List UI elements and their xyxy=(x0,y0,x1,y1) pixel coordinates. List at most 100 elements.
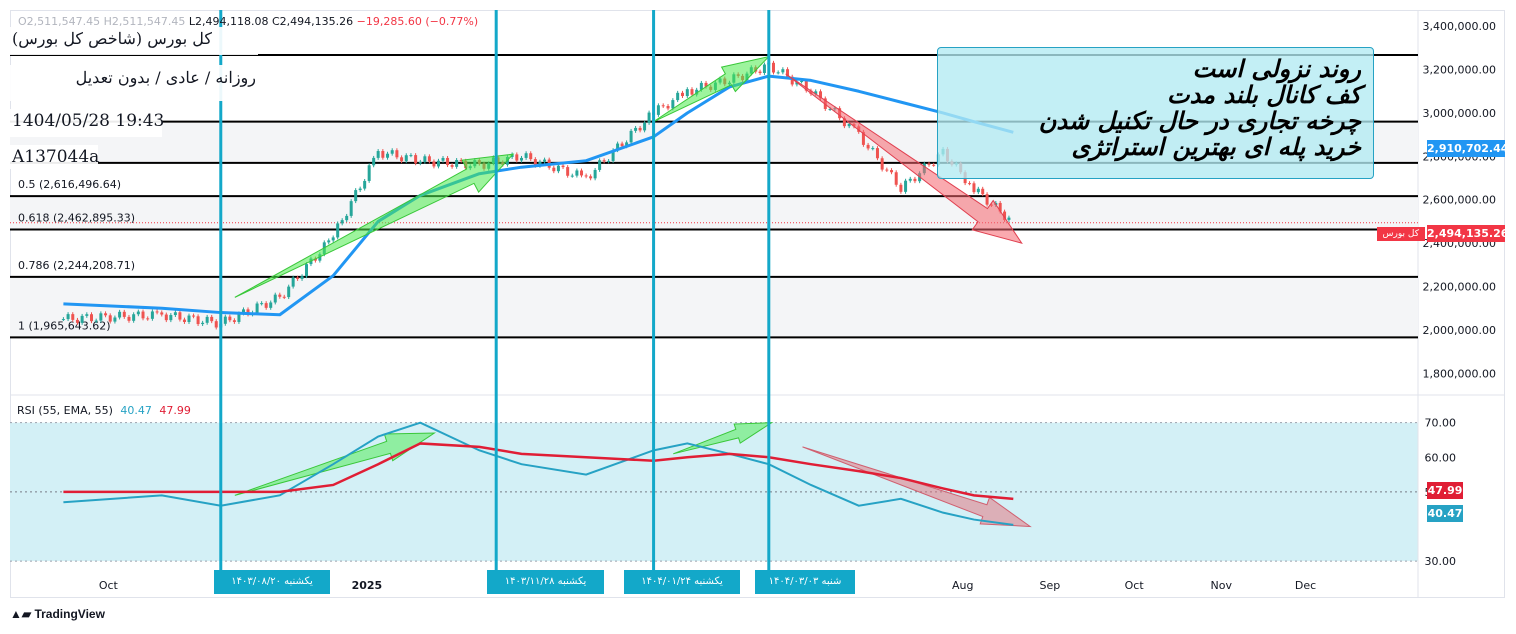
candle-body xyxy=(141,311,145,319)
candle-body xyxy=(885,169,889,171)
candle-body xyxy=(704,82,708,87)
candle-body xyxy=(533,159,537,166)
date-tag-3: یکشنبه ۱۴۰۴/۰۱/۲۴ xyxy=(624,570,740,594)
candle-body xyxy=(164,314,168,321)
candle-body xyxy=(552,167,556,172)
candle-body xyxy=(1007,217,1011,220)
candle-body xyxy=(423,156,427,162)
candle-body xyxy=(842,118,846,127)
rsi-legend-title: RSI (55, EMA, 55) xyxy=(17,404,113,417)
candle-body xyxy=(155,311,159,313)
candle-body xyxy=(861,131,865,145)
candle-body xyxy=(136,311,140,315)
candle-body xyxy=(570,175,574,177)
candle-body xyxy=(409,155,413,157)
candle-body xyxy=(828,108,832,110)
candle-body xyxy=(404,155,408,162)
fib-zone xyxy=(10,196,1418,230)
fib-level-label: 0.5 (2,616,496.64) xyxy=(18,178,121,191)
candle-body xyxy=(340,220,344,224)
rsi-tick-label: 70.00 xyxy=(1425,417,1457,430)
candle-body xyxy=(427,156,431,162)
time-tick-label: Oct xyxy=(99,579,119,592)
candle-body xyxy=(255,303,259,313)
candle-body xyxy=(866,144,870,149)
series-name-tag: کل بورس xyxy=(1376,227,1425,241)
candle-body xyxy=(436,160,440,167)
candle-body xyxy=(372,157,376,166)
tv-logo-text: TradingView xyxy=(34,607,105,621)
candle-body xyxy=(620,143,624,147)
price-tick-label: 2,600,000.00 xyxy=(1423,194,1496,207)
candle-body xyxy=(85,314,89,316)
candle-body xyxy=(819,91,823,99)
candle-body xyxy=(327,240,331,243)
candle-body xyxy=(178,312,182,320)
candle-body xyxy=(192,315,196,317)
candle-body xyxy=(671,100,675,109)
candle-body xyxy=(237,313,241,322)
candle-body xyxy=(363,180,367,189)
candle-body xyxy=(625,142,629,147)
candle-body xyxy=(99,313,103,321)
rsi-ema-tag: 47.99 xyxy=(1427,482,1463,499)
candle-body xyxy=(223,316,227,324)
candle-body xyxy=(80,315,84,323)
candle-body xyxy=(264,303,268,308)
candle-body xyxy=(515,154,519,161)
candle-body xyxy=(118,311,122,318)
candle-body xyxy=(459,159,463,161)
candle-body xyxy=(695,89,699,95)
candle-body xyxy=(418,161,422,164)
candle-body xyxy=(932,164,936,166)
candle-body xyxy=(519,157,523,161)
time-tick-label: Oct xyxy=(1125,579,1145,592)
candle-body xyxy=(349,201,353,216)
time-tick-label: Sep xyxy=(1039,579,1060,592)
candle-body xyxy=(358,188,362,191)
candle-body xyxy=(890,170,894,173)
candle-body xyxy=(656,105,660,115)
candle-body xyxy=(524,153,528,158)
candle-body xyxy=(169,315,173,321)
fib-level-label: 0.618 (2,462,895.33) xyxy=(18,211,135,224)
price-tick-label: 2,000,000.00 xyxy=(1423,324,1496,337)
candle-body xyxy=(647,112,651,123)
candle-body xyxy=(296,277,300,279)
candle-body xyxy=(90,314,94,322)
tv-logo-icon: ▲▰ xyxy=(10,607,32,621)
candle-body xyxy=(804,81,808,91)
candle-body xyxy=(871,148,875,150)
candle-body xyxy=(976,188,980,193)
candle-body xyxy=(638,127,642,131)
candle-body xyxy=(575,170,579,176)
ma-price-tag: 2,910,702.44 xyxy=(1427,140,1509,157)
candle-body xyxy=(354,190,358,202)
candle-body xyxy=(786,69,790,77)
time-tick-label: Dec xyxy=(1295,579,1316,592)
symbol-title: (کل بورس (شاخص کل بورس xyxy=(10,27,258,55)
fib-level-label: 1 (1,965,643.62) xyxy=(18,319,111,332)
rsi-legend-ema: 47.99 xyxy=(159,404,191,417)
candle-body xyxy=(367,165,371,181)
time-tick-label: Nov xyxy=(1211,579,1233,592)
tradingview-logo[interactable]: ▲▰ TradingView xyxy=(10,607,105,621)
symbol-subtitle: روزانه / عادی / بدون تعدیل xyxy=(10,65,256,101)
candle-body xyxy=(998,202,1002,212)
candle-body xyxy=(894,172,898,185)
candle-body xyxy=(269,302,273,308)
fib-zone xyxy=(10,276,1418,338)
candle-body xyxy=(566,167,570,176)
candle-body xyxy=(556,165,560,172)
candle-body xyxy=(282,296,286,298)
candle-body xyxy=(260,303,264,305)
candle-body xyxy=(847,123,851,127)
candle-body xyxy=(643,122,647,131)
candle-body xyxy=(602,160,606,162)
candle-body xyxy=(607,160,611,162)
candle-body xyxy=(345,215,349,221)
candle-body xyxy=(908,178,912,181)
candle-body xyxy=(400,157,404,162)
rsi-arrow-down xyxy=(802,446,1032,528)
